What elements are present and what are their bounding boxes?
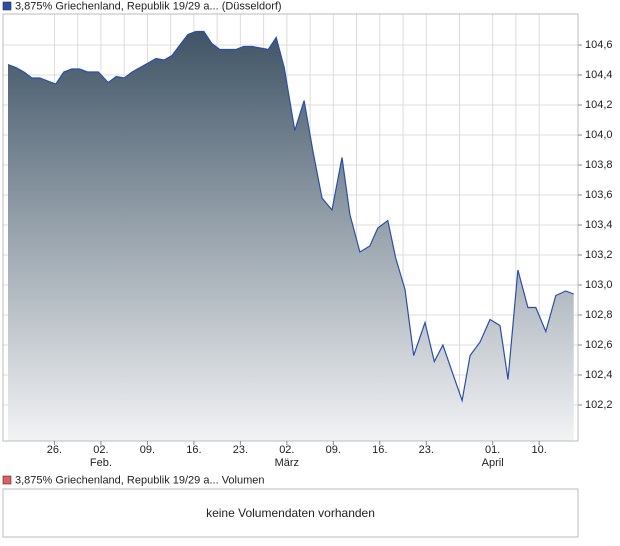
x-tick-label: 23.	[419, 444, 434, 456]
x-tick-label: 01.	[485, 444, 500, 456]
x-tick-label: 23.	[233, 444, 248, 456]
volume-panel	[2, 488, 579, 538]
area-fill	[8, 31, 574, 441]
legend-label: 3,875% Griechenland, Republik 19/29 a...…	[15, 0, 282, 12]
x-tick-label: 10.	[532, 444, 547, 456]
legend-swatch	[2, 1, 12, 11]
y-tick-label: 104,4	[585, 69, 613, 81]
x-tick-label: 02.	[93, 444, 108, 456]
y-tick-label: 103,4	[585, 219, 613, 231]
y-tick-label: 104,0	[585, 129, 613, 141]
y-tick-label: 103,0	[585, 279, 613, 291]
x-month-label: März	[275, 457, 299, 469]
x-tick-label: 02.	[279, 444, 294, 456]
x-tick-label: 09.	[326, 444, 341, 456]
y-tick-label: 103,8	[585, 159, 613, 171]
volume-legend-swatch	[2, 475, 12, 485]
y-tick-label: 102,4	[585, 369, 613, 381]
y-tick-label: 102,8	[585, 309, 613, 321]
y-tick-label: 103,6	[585, 189, 613, 201]
x-month-label: Feb.	[90, 457, 112, 469]
x-tick-label: 09.	[140, 444, 155, 456]
x-tick-label: 16.	[186, 444, 201, 456]
volume-legend: 3,875% Griechenland, Republik 19/29 a...…	[15, 474, 265, 486]
y-tick-label: 102,6	[585, 339, 613, 351]
y-tick-label: 102,2	[585, 399, 613, 411]
x-tick-label: 26.	[47, 444, 62, 456]
y-tick-label: 104,2	[585, 99, 613, 111]
x-tick-label: 16.	[372, 444, 387, 456]
price-line	[7, 30, 574, 403]
x-month-label: April	[482, 457, 504, 469]
y-tick-label: 104,6	[585, 39, 613, 51]
y-tick-label: 103,2	[585, 249, 613, 261]
plot-border	[2, 13, 579, 442]
volume-message: keine Volumendaten vorhanden	[206, 506, 375, 520]
